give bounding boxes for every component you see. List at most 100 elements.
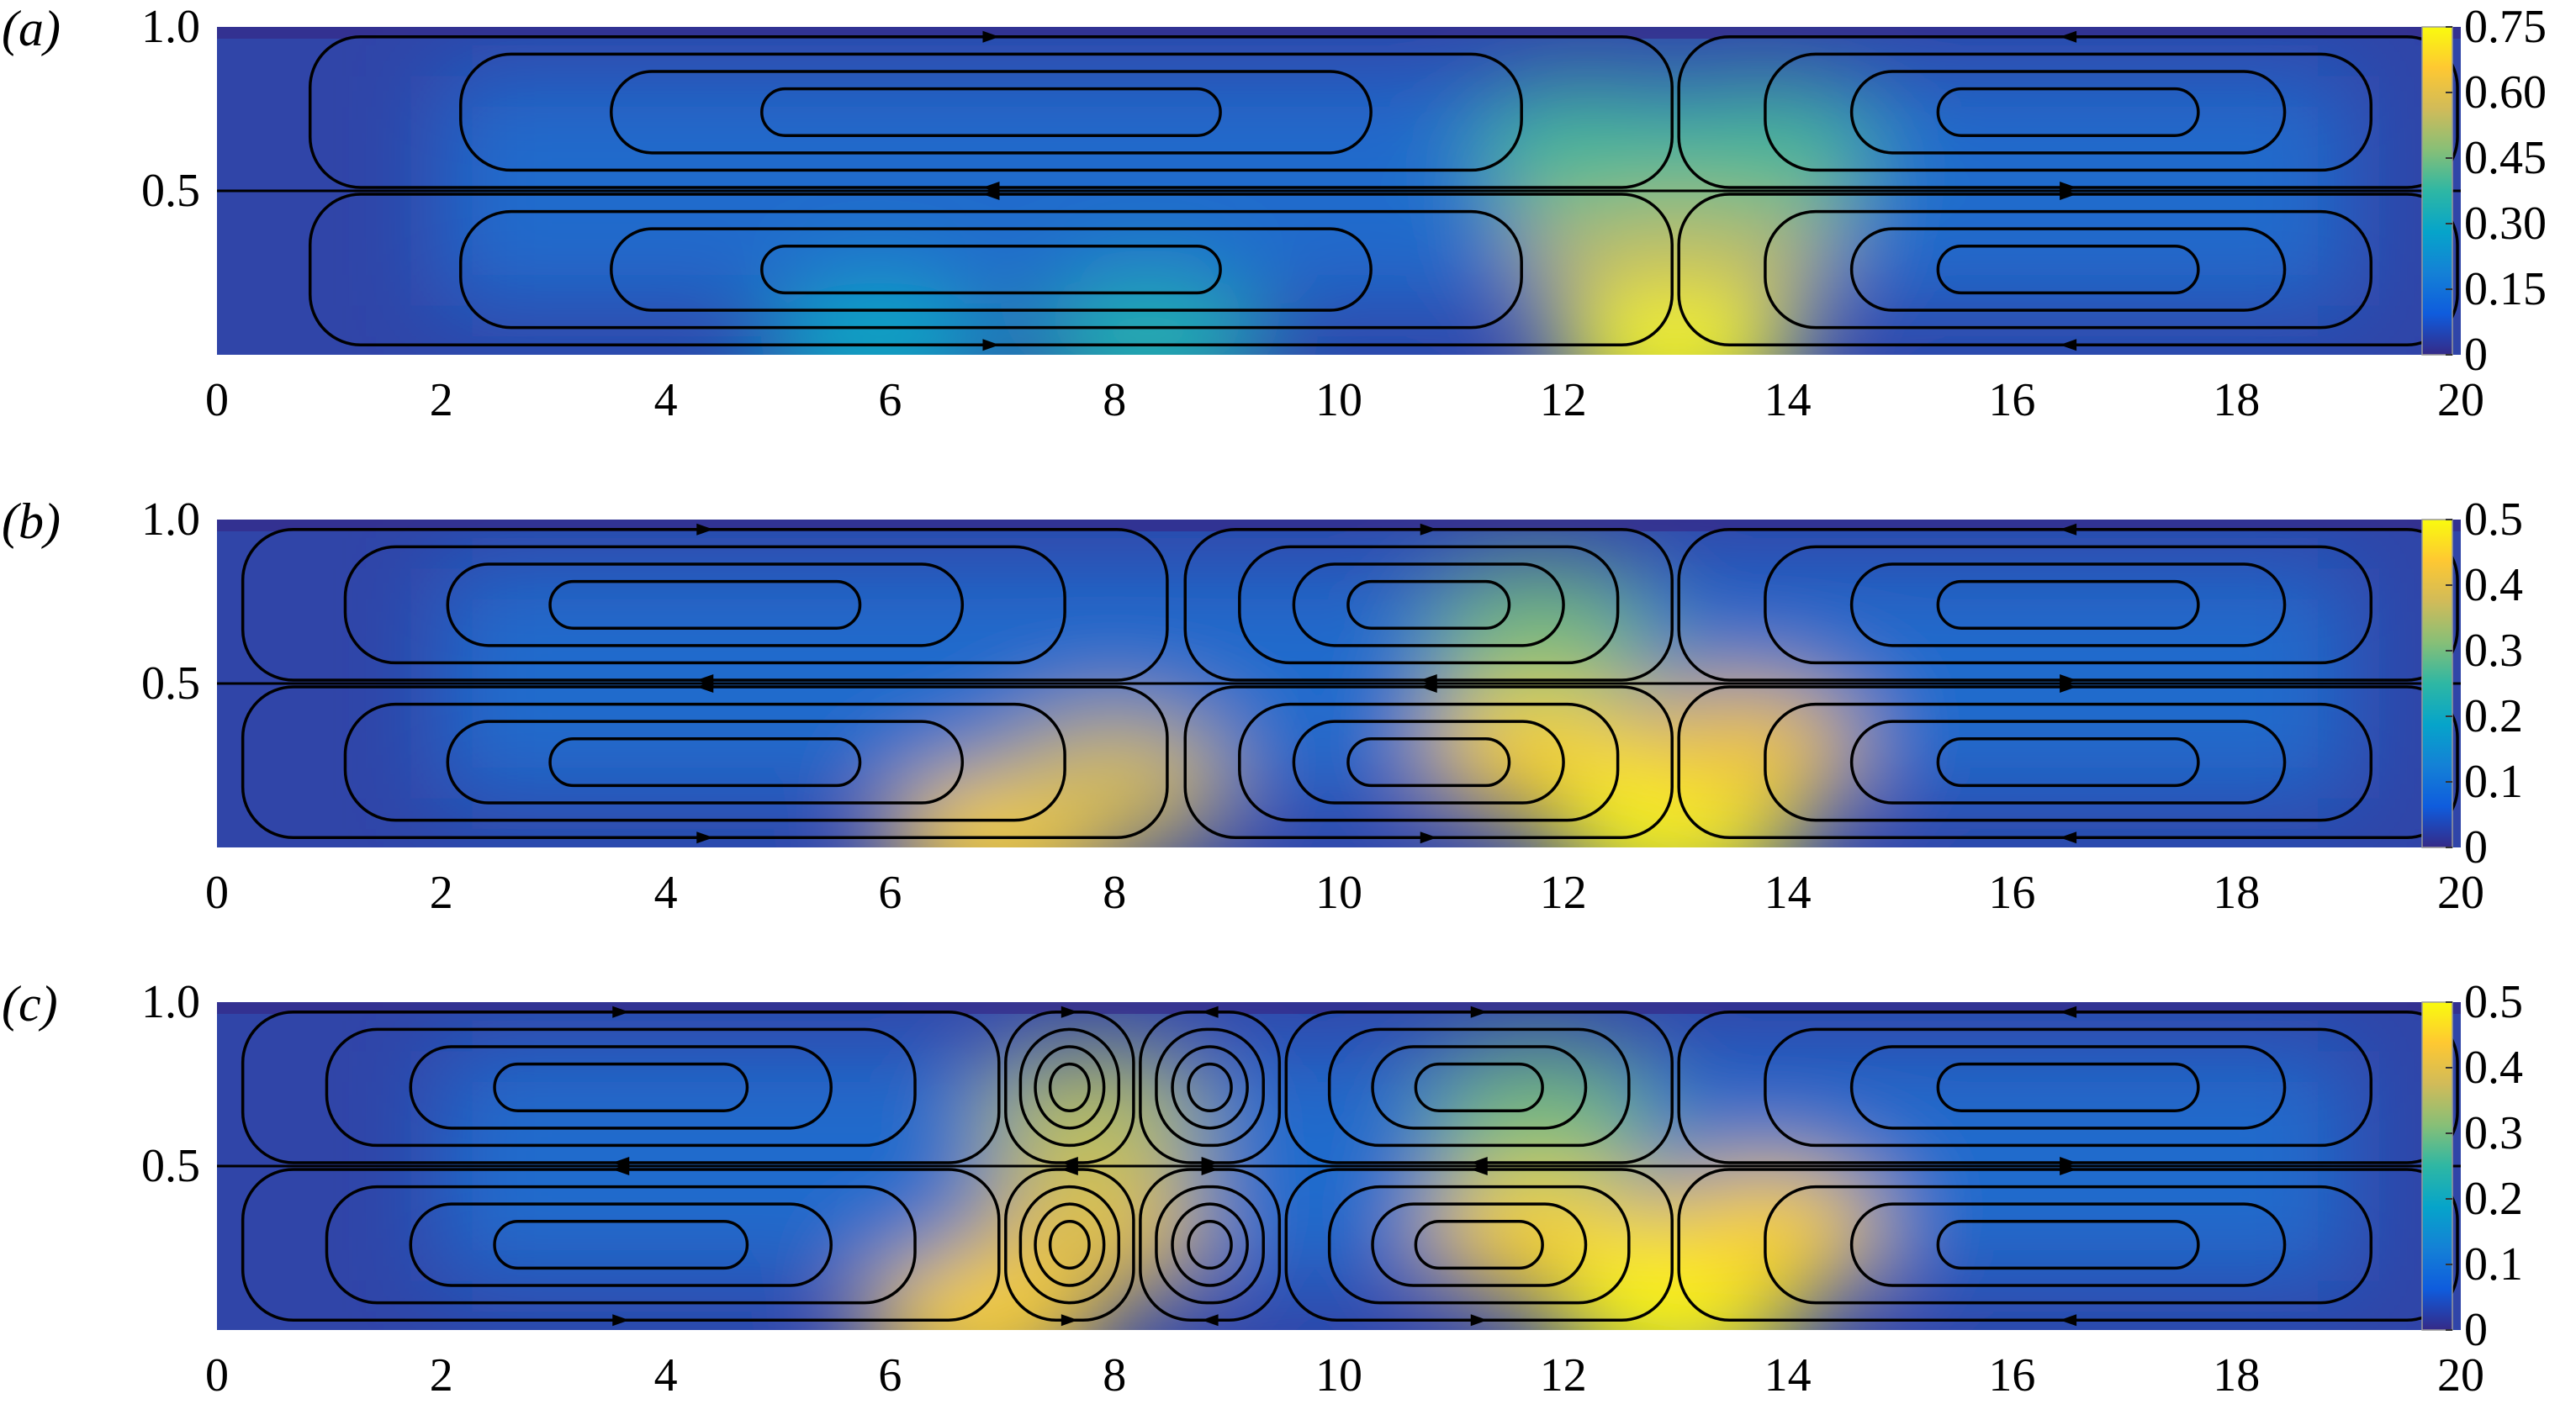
heatmap-hotspot xyxy=(1468,84,1704,219)
colorbar xyxy=(2421,26,2453,356)
streamline xyxy=(1155,1027,1265,1148)
panel-b: 0.5 1.0 0 2 4 6 8 10 12 14 16 18 20 (b) 0 0.1 0.2 0.3 0.4 0… xyxy=(2,494,2523,919)
colorbar-tick-label: 0.1 xyxy=(2464,756,2523,808)
streamline xyxy=(1327,1027,1631,1148)
x-tick-label: 14 xyxy=(1764,374,1812,426)
heatmap-hotspot xyxy=(1423,1046,1659,1181)
streamline xyxy=(1238,545,1620,665)
streamline xyxy=(548,579,862,630)
x-tick-label: 4 xyxy=(654,867,678,919)
colorbar xyxy=(2421,1001,2453,1331)
streamline xyxy=(1171,1045,1249,1130)
colorbar-tick-label: 0 xyxy=(2464,1304,2488,1356)
x-tick-label: 2 xyxy=(430,867,453,919)
x-tick-label: 14 xyxy=(1764,867,1812,919)
streamline xyxy=(1187,1220,1233,1270)
colorbar-tick-label: 0.5 xyxy=(2464,976,2523,1028)
streamline xyxy=(1849,1045,2287,1130)
streamline-arrow xyxy=(2060,30,2077,43)
streamline xyxy=(1048,1062,1091,1112)
streamline xyxy=(1034,1202,1106,1287)
x-tick-label: 0 xyxy=(205,867,229,919)
x-tick-label: 10 xyxy=(1315,1349,1362,1401)
streamline xyxy=(1238,702,1620,822)
x-tick-label: 6 xyxy=(878,374,902,426)
streamline-arrow xyxy=(2060,1314,2077,1327)
streamline xyxy=(458,52,1523,172)
streamline xyxy=(493,1062,749,1112)
colorbar-tick-label: 0.3 xyxy=(2464,1107,2523,1159)
x-tick-label: 8 xyxy=(1103,374,1126,426)
colorbar-tick-label: 0 xyxy=(2464,329,2488,381)
colorbar-tick-label: 0.5 xyxy=(2464,494,2523,546)
x-tick-label: 20 xyxy=(2437,1349,2484,1401)
streamline xyxy=(548,737,862,788)
streamline xyxy=(760,245,1222,295)
streamline xyxy=(1327,1185,1631,1305)
x-tick-label: 6 xyxy=(878,867,902,919)
x-tick-label: 2 xyxy=(430,1349,453,1401)
streamline xyxy=(1849,720,2287,805)
x-tick-label: 16 xyxy=(1988,867,2035,919)
streamline-arrow xyxy=(612,1314,630,1327)
streamline xyxy=(343,545,1066,665)
heatmap-hotspot xyxy=(1030,277,1267,355)
x-tick-label: 18 xyxy=(2213,374,2260,426)
x-tick-label: 14 xyxy=(1764,1349,1812,1401)
x-tick-label: 0 xyxy=(205,374,229,426)
streamline xyxy=(325,1027,917,1148)
panel-label: (b) xyxy=(2,494,61,549)
colorbar-tick-label: 0.75 xyxy=(2464,1,2547,53)
streamline-arrow xyxy=(1061,1314,1078,1327)
streamline-arrow xyxy=(2060,339,2077,351)
streamline xyxy=(446,720,965,805)
x-tick-label: 2 xyxy=(430,374,453,426)
y-tick-label: 1.0 xyxy=(141,1,200,53)
streamline xyxy=(1764,1027,2373,1148)
streamline xyxy=(1171,1202,1249,1287)
panel-label: (c) xyxy=(2,976,58,1032)
panel-c: 0.5 1.0 0 2 4 6 8 10 12 14 16 18 20 (c) 0 0.1 0.2 0.3 0.4 0… xyxy=(2,976,2523,1401)
streamline-arrow xyxy=(2060,831,2077,844)
x-tick-label: 12 xyxy=(1540,867,1587,919)
x-tick-label: 4 xyxy=(654,374,678,426)
streamline-arrow xyxy=(982,339,1000,351)
streamline-arrow xyxy=(612,1005,630,1018)
streamline xyxy=(610,227,1373,312)
heatmap-hotspot xyxy=(1423,563,1659,699)
streamline xyxy=(1414,1220,1544,1270)
x-tick-label: 10 xyxy=(1315,374,1362,426)
heatmap-hotspot xyxy=(1647,84,1883,219)
x-tick-label: 12 xyxy=(1540,374,1587,426)
y-tick-label: 0.5 xyxy=(141,1140,200,1192)
streamline-arrow xyxy=(696,523,714,536)
streamline xyxy=(1764,52,2373,172)
x-tick-label: 16 xyxy=(1988,1349,2035,1401)
x-tick-label: 16 xyxy=(1988,374,2035,426)
colorbar-tick-label: 0.60 xyxy=(2464,66,2547,119)
x-tick-label: 18 xyxy=(2213,867,2260,919)
streamline xyxy=(446,562,965,647)
streamline-arrow xyxy=(982,30,1000,43)
x-tick-label: 18 xyxy=(2213,1349,2260,1401)
streamline-arrow xyxy=(696,831,714,844)
streamline xyxy=(1936,737,2200,788)
streamline-arrow xyxy=(1201,1005,1219,1018)
streamline xyxy=(1936,1062,2200,1112)
streamline xyxy=(325,1185,917,1305)
x-tick-label: 8 xyxy=(1103,867,1126,919)
x-tick-label: 10 xyxy=(1315,867,1362,919)
streamline xyxy=(1936,87,2200,137)
colorbar-tick-label: 0.2 xyxy=(2464,690,2523,742)
panel-label: (a) xyxy=(2,1,61,56)
streamline xyxy=(1764,545,2373,665)
y-tick-label: 0.5 xyxy=(141,657,200,710)
colorbar-tick-label: 0.4 xyxy=(2464,1042,2523,1094)
colorbar-tick-label: 0.2 xyxy=(2464,1173,2523,1225)
streamline xyxy=(1764,702,2373,822)
streamline xyxy=(409,1045,833,1130)
streamline xyxy=(1187,1062,1233,1112)
colorbar xyxy=(2421,519,2453,848)
y-tick-label: 1.0 xyxy=(141,976,200,1028)
x-tick-label: 8 xyxy=(1103,1349,1126,1401)
